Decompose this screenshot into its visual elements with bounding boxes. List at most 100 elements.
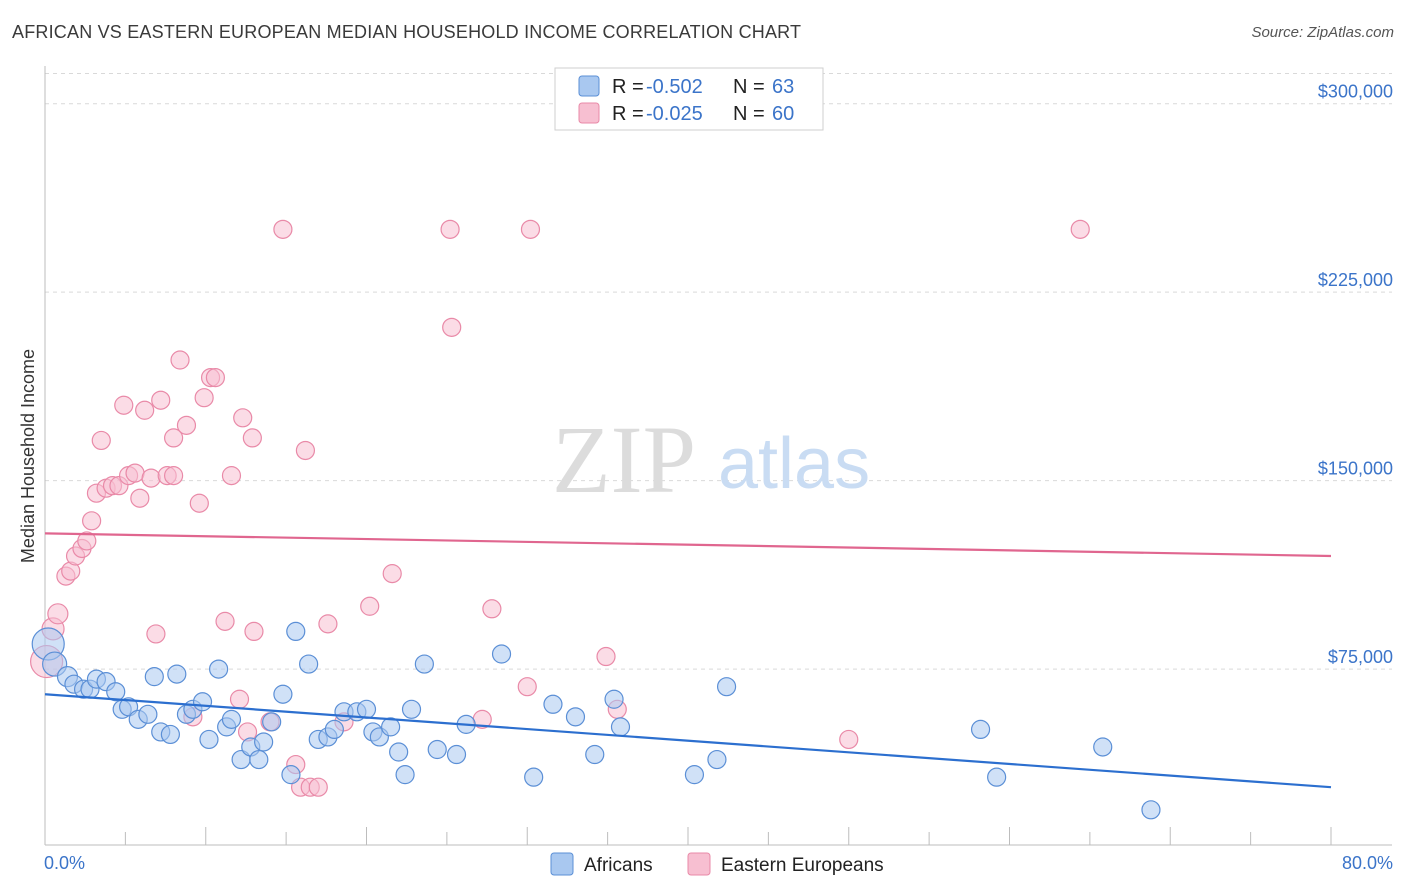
point-africans <box>286 621 306 642</box>
point-eastern <box>221 466 242 486</box>
point-africans <box>389 742 409 762</box>
legend-n-label-eastern: N = <box>733 103 765 125</box>
point-africans <box>604 689 624 709</box>
trend-line-africans <box>44 693 1332 789</box>
series-legend: Africans Eastern Europeans <box>550 852 884 876</box>
y-tick-label: $75,000 <box>1328 647 1393 667</box>
point-eastern <box>596 646 616 667</box>
legend-r-value-eastern: -0.025 <box>646 103 703 125</box>
legend-n-value-eastern: 60 <box>772 103 794 125</box>
point-eastern <box>125 463 145 483</box>
point-africans <box>144 667 164 687</box>
point-africans <box>281 765 301 785</box>
point-africans <box>401 699 422 719</box>
point-eastern <box>164 466 184 486</box>
source-credit: Source: ZipAtlas.com <box>1251 24 1394 41</box>
point-eastern <box>151 390 171 410</box>
legend-swatch-eastern <box>578 102 600 124</box>
point-africans <box>524 767 544 787</box>
point-africans <box>167 664 187 684</box>
y-tick-label: $150,000 <box>1318 459 1393 479</box>
point-eastern <box>91 430 111 451</box>
point-eastern <box>135 400 155 420</box>
y-tick-label: $300,000 <box>1318 82 1393 102</box>
point-africans <box>249 749 269 770</box>
legend-r-label-africans: R = <box>612 76 644 98</box>
x-tick-min: 0.0% <box>44 853 85 873</box>
point-eastern <box>1070 219 1090 239</box>
point-africans <box>138 704 158 724</box>
point-africans <box>192 692 213 712</box>
point-africans <box>1141 800 1161 820</box>
legend-r-label-eastern: R = <box>612 103 644 125</box>
point-africans <box>427 739 447 760</box>
point-africans <box>1093 737 1113 757</box>
point-africans <box>707 749 727 770</box>
point-africans <box>987 767 1007 787</box>
y-tick-labels: $75,000 $150,000 $225,000 $300,000 <box>1318 82 1393 667</box>
legend-box <box>554 67 824 131</box>
point-eastern <box>242 428 262 448</box>
trend-line-eastern <box>44 532 1332 558</box>
point-eastern <box>482 599 502 619</box>
point-eastern <box>360 596 380 616</box>
point-eastern <box>47 603 69 625</box>
point-eastern <box>141 468 161 488</box>
point-eastern <box>77 531 97 551</box>
y-tick-label: $225,000 <box>1318 270 1393 290</box>
legend-n-value-africans: 63 <box>772 76 794 98</box>
point-africans <box>299 654 319 674</box>
axes <box>44 66 1392 846</box>
point-africans <box>254 732 274 752</box>
point-eastern <box>170 350 190 370</box>
gridlines <box>45 73 1392 670</box>
correlation-legend: R = -0.502 N = 63 R = -0.025 N = 60 <box>554 67 824 131</box>
point-eastern <box>273 219 293 239</box>
point-eastern <box>194 388 214 408</box>
point-eastern <box>839 729 859 750</box>
point-eastern <box>442 317 462 337</box>
trend-lines <box>44 532 1332 789</box>
watermark-zip: ZIP <box>552 406 696 513</box>
point-africans <box>684 765 705 785</box>
point-eastern <box>517 677 537 697</box>
legend-r-value-africans: -0.502 <box>646 76 703 98</box>
point-eastern <box>164 428 184 448</box>
point-eastern <box>130 488 150 508</box>
point-africans <box>414 654 434 674</box>
point-eastern <box>308 777 328 797</box>
bottom-legend-swatch-africans <box>550 852 574 876</box>
point-africans <box>716 677 737 697</box>
point-africans <box>209 659 229 679</box>
bottom-legend-swatch-eastern <box>687 852 711 876</box>
y-axis-label: Median Household Income <box>18 349 38 563</box>
point-eastern <box>146 624 166 644</box>
point-africans <box>273 684 293 704</box>
point-africans <box>610 717 631 737</box>
point-eastern <box>114 395 134 415</box>
point-eastern <box>318 614 338 634</box>
point-eastern <box>215 611 235 631</box>
point-africans <box>221 709 242 729</box>
point-africans <box>446 744 467 765</box>
legend-n-label-africans: N = <box>733 76 765 98</box>
point-africans <box>356 699 377 719</box>
point-africans <box>160 724 180 745</box>
legend-swatch-africans <box>578 75 600 97</box>
point-africans <box>199 729 219 750</box>
point-africans <box>491 644 512 664</box>
point-eastern <box>229 689 250 709</box>
point-africans <box>565 707 586 727</box>
point-eastern <box>176 415 197 435</box>
point-eastern <box>205 368 225 388</box>
point-eastern <box>382 564 402 584</box>
point-africans <box>543 694 563 714</box>
point-eastern <box>189 493 209 513</box>
point-eastern <box>295 440 316 461</box>
point-africans <box>262 712 282 732</box>
watermark: ZIP atlas <box>552 406 870 513</box>
point-africans <box>324 719 344 740</box>
point-eastern <box>244 621 264 642</box>
point-africans <box>381 717 401 737</box>
